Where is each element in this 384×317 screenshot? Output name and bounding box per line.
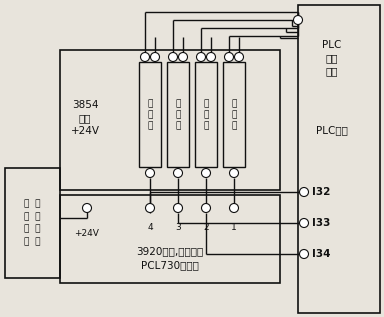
Text: 继
电
器: 继 电 器 <box>231 99 237 130</box>
Circle shape <box>197 53 205 61</box>
Bar <box>60 195 280 283</box>
Circle shape <box>179 53 187 61</box>
Circle shape <box>146 204 154 212</box>
Circle shape <box>300 249 308 258</box>
Bar <box>298 5 380 313</box>
Circle shape <box>202 169 210 178</box>
Bar <box>60 50 280 190</box>
Circle shape <box>300 187 308 197</box>
Circle shape <box>174 169 182 178</box>
Text: I34: I34 <box>312 249 331 259</box>
Text: 继
电
器: 继 电 器 <box>147 99 153 130</box>
Text: I33: I33 <box>312 218 330 228</box>
Circle shape <box>230 204 238 212</box>
Bar <box>223 62 245 167</box>
Text: 3920模块,与工控机
PCL730相连接: 3920模块,与工控机 PCL730相连接 <box>136 246 204 270</box>
Text: 3: 3 <box>175 223 181 232</box>
Bar <box>139 62 161 167</box>
Text: 1: 1 <box>231 223 237 232</box>
Circle shape <box>202 204 210 212</box>
Circle shape <box>141 53 149 61</box>
Circle shape <box>235 53 243 61</box>
Text: +24V: +24V <box>74 229 99 237</box>
Text: PLC模块: PLC模块 <box>316 125 348 135</box>
Bar <box>5 168 60 278</box>
Bar <box>167 62 189 167</box>
Text: 3854
模块
+24V: 3854 模块 +24V <box>71 100 99 136</box>
Text: 继
电
器: 继 电 器 <box>175 99 181 130</box>
Circle shape <box>300 218 308 228</box>
Circle shape <box>293 16 303 24</box>
Circle shape <box>225 53 233 61</box>
Text: 继
电
器: 继 电 器 <box>203 99 209 130</box>
Text: I32: I32 <box>312 187 330 197</box>
Circle shape <box>230 169 238 178</box>
Circle shape <box>83 204 91 212</box>
Bar <box>195 62 217 167</box>
Circle shape <box>151 53 159 61</box>
Circle shape <box>146 169 154 178</box>
Text: PLC
内部
电源: PLC 内部 电源 <box>322 40 342 76</box>
Text: 外  接
独  立
驱  动
电  源: 外 接 独 立 驱 动 电 源 <box>24 200 41 246</box>
Text: 2: 2 <box>203 223 209 232</box>
Circle shape <box>207 53 215 61</box>
Text: 4: 4 <box>147 223 153 232</box>
Circle shape <box>174 204 182 212</box>
Circle shape <box>169 53 177 61</box>
